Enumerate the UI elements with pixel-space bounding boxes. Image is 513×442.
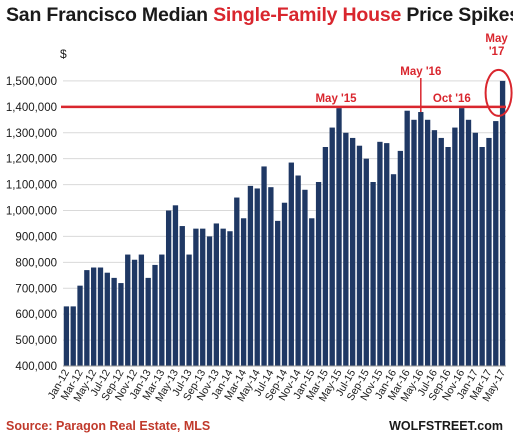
bar [459,108,465,367]
bar [445,147,451,366]
bar [118,283,124,366]
annotation-label: May '16 [400,66,441,78]
bar [172,205,179,366]
bar [254,188,260,366]
source-note: Source: Paragon Real Estate, MLS [6,419,211,433]
bar [343,132,349,366]
y-axis-label: $ [60,47,67,61]
bar [397,150,404,366]
bar [329,127,335,366]
y-tick-label: 700,000 [15,283,57,295]
bar [213,223,220,366]
bar [302,189,308,366]
title-part-3: Price Spikes [401,4,513,26]
bar [465,119,472,367]
y-tick-label: 1,000,000 [6,206,57,218]
bar [268,187,274,366]
bar [240,218,247,366]
bar [145,277,151,366]
y-tick-label: 1,200,000 [6,154,57,166]
bar [493,121,499,367]
bar [288,162,294,366]
bar [104,272,110,366]
y-tick-label: 1,300,000 [6,128,57,140]
bar [159,254,165,366]
bar [193,228,199,366]
bar [431,130,438,366]
bar [165,210,172,366]
bar [499,80,506,367]
bar [452,127,458,366]
bar [234,197,240,366]
bar [424,119,431,367]
bar [63,306,70,366]
bar [438,137,444,366]
y-tick-label: 1,500,000 [6,76,57,88]
bar [281,202,288,366]
bar [200,228,206,366]
bar [411,119,417,367]
bar [227,231,233,366]
bar [377,141,383,366]
bar [77,285,83,366]
highlight-circle [484,68,513,117]
brand-label: WOLFSTREET.com [389,419,503,433]
bar [356,145,363,366]
bar [91,267,97,366]
y-tick-label: 900,000 [15,231,57,243]
bar [111,277,117,366]
bar [486,137,492,366]
bar [206,236,213,366]
y-tick-label: 800,000 [15,257,57,269]
bar [247,185,254,366]
bar [309,218,315,366]
bar [125,254,131,366]
bar [315,181,322,366]
bar [261,166,267,366]
bar [322,147,329,366]
bar [97,267,104,366]
bar [370,181,376,366]
bar [479,147,485,366]
bar [84,270,90,366]
y-tick-label: 1,100,000 [6,180,57,192]
bar [186,254,192,366]
bar [131,259,138,366]
bar [404,110,410,367]
annotation-label: Oct '16 [433,93,471,105]
annotation-label: May '15 [315,93,357,105]
bar [336,108,342,367]
chart-title: San Francisco Median Single-Family House… [6,4,513,27]
bar [349,137,356,366]
bar [384,143,390,366]
annotation-label: May '17 [485,33,508,58]
title-part-highlight: Single-Family House [213,4,402,26]
bar [472,132,478,366]
y-tick-label: 600,000 [15,309,57,321]
bar [70,306,76,366]
title-part-1: San Francisco Median [6,4,214,26]
bar [295,175,301,366]
bar [138,254,145,366]
bar [179,226,185,366]
y-tick-label: 500,000 [15,335,57,347]
bar [275,220,281,366]
y-tick-label: 1,400,000 [6,102,57,114]
bar [390,174,397,366]
y-tick-label: 400,000 [15,361,57,373]
bar [152,264,158,366]
bar [220,228,226,366]
bar [363,158,369,366]
bar [418,112,424,367]
